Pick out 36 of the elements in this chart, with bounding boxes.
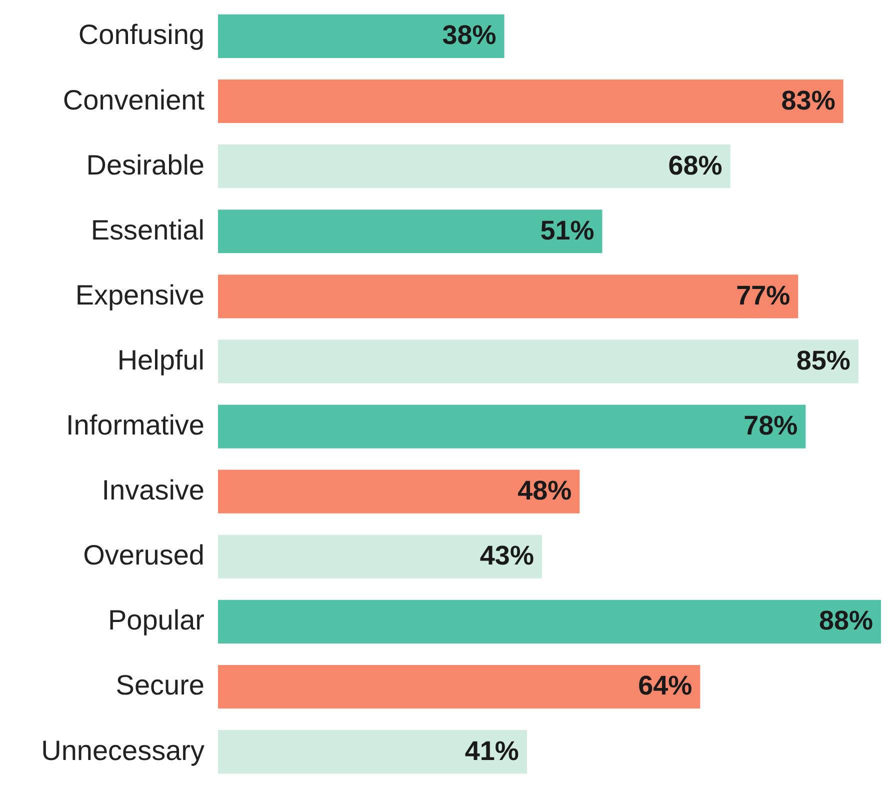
- bar: [218, 144, 730, 188]
- y-tick-label: Invasive: [102, 474, 204, 506]
- data-label: 43%: [480, 540, 534, 571]
- data-label: 83%: [781, 85, 836, 116]
- bar: [218, 470, 580, 514]
- bar: [218, 730, 527, 774]
- data-label: 64%: [638, 670, 692, 701]
- bar: [218, 14, 504, 58]
- y-tick-label: Helpful: [117, 344, 204, 376]
- data-label: 48%: [518, 476, 572, 506]
- y-tick-label: Secure: [116, 670, 204, 701]
- data-label: 38%: [442, 20, 496, 50]
- bar: [218, 274, 798, 318]
- data-label: 78%: [744, 410, 798, 441]
- y-tick-label: Convenient: [62, 84, 205, 116]
- bar: [218, 534, 542, 578]
- y-tick-label: Desirable: [86, 149, 204, 180]
- data-label: 77%: [736, 280, 790, 310]
- y-tick-label: Overused: [83, 540, 204, 571]
- data-label: 68%: [668, 150, 722, 180]
- bar: [218, 210, 602, 254]
- bar: [218, 340, 858, 384]
- data-label: 85%: [796, 345, 850, 376]
- data-label: 88%: [818, 606, 873, 636]
- y-tick-label: Essential: [90, 214, 204, 246]
- bar: [218, 404, 806, 448]
- y-tick-label: Confusing: [78, 19, 204, 50]
- bar: [218, 600, 881, 644]
- data-label: 51%: [540, 215, 594, 246]
- bar: [218, 79, 844, 124]
- y-tick-label: Informative: [66, 410, 204, 441]
- y-tick-label: Expensive: [75, 279, 204, 310]
- y-tick-label: Popular: [108, 604, 204, 636]
- y-tick-label: Unnecessary: [41, 734, 204, 766]
- data-label: 41%: [464, 736, 519, 766]
- bar: [218, 664, 700, 709]
